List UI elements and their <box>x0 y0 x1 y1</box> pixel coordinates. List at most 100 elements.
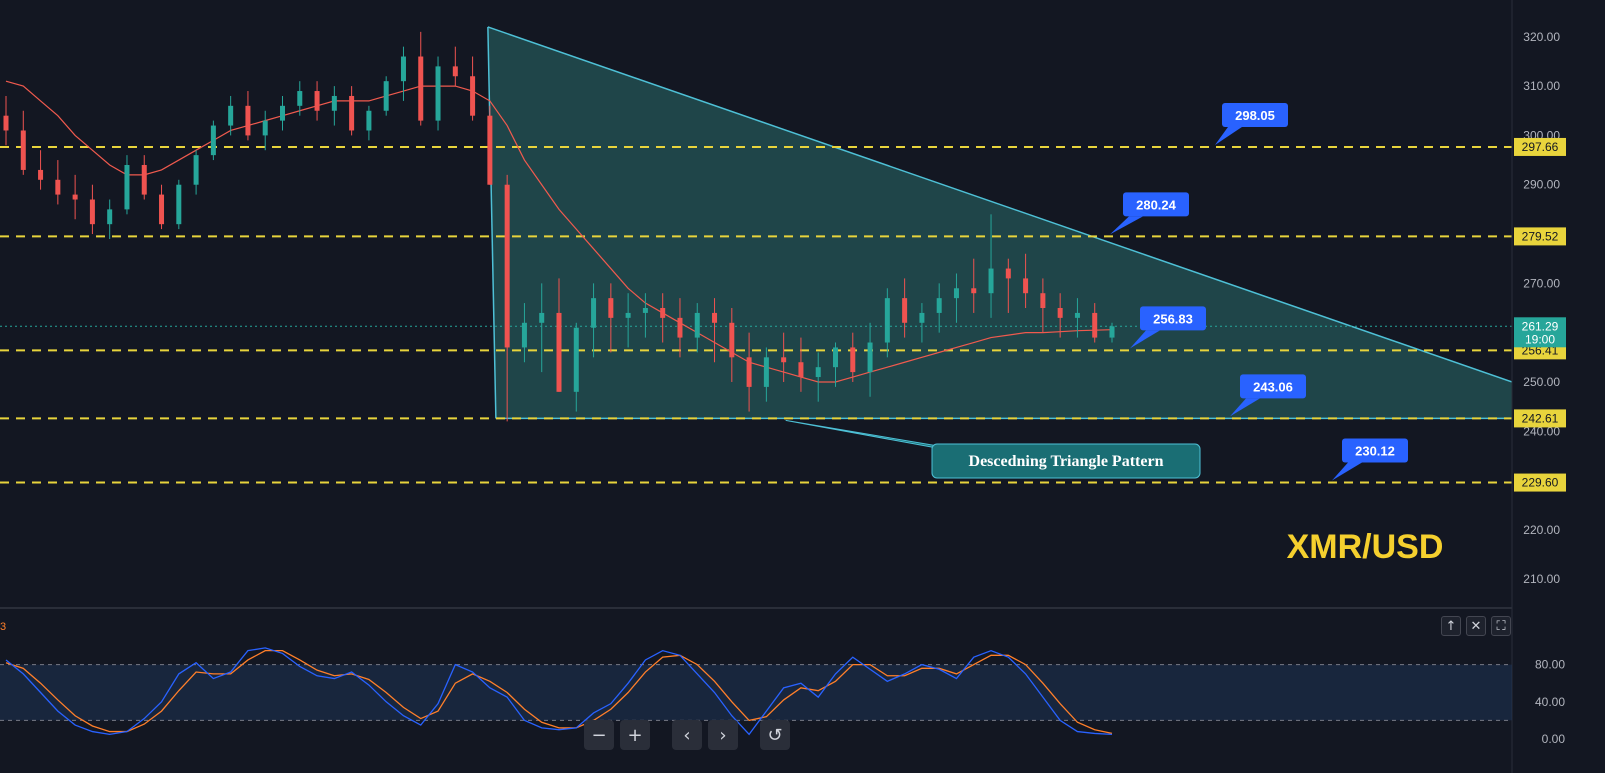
level-axis-badge <box>1514 137 1566 156</box>
candle-body <box>297 91 303 106</box>
candle <box>1074 298 1080 338</box>
candle <box>694 303 700 353</box>
callout-pointer <box>1215 126 1242 145</box>
candle-body <box>746 357 752 387</box>
candle <box>798 337 804 392</box>
nav-spacer <box>744 720 754 750</box>
maximize-icon[interactable]: ⛶ <box>1491 616 1511 636</box>
reset-view-button[interactable]: ↺ <box>760 720 790 750</box>
level-callout: 230.12 <box>1332 438 1408 481</box>
level-axis-label: 229.60 <box>1522 476 1559 490</box>
callout-box <box>1240 374 1306 399</box>
level-axis-label: 279.52 <box>1522 229 1559 243</box>
y-tick-label: 240.00 <box>1523 424 1560 438</box>
stoch-y-tick-label: 80.00 <box>1535 658 1565 672</box>
candle <box>487 105 493 185</box>
candlestick-series <box>3 31 1115 422</box>
zoom-out-button[interactable]: − <box>584 720 614 750</box>
candle-body <box>971 288 977 294</box>
candle-body <box>833 347 838 368</box>
candle <box>1023 253 1029 308</box>
candle <box>124 155 130 215</box>
candle <box>521 303 527 363</box>
candle-body <box>1040 293 1046 308</box>
candle <box>193 150 199 195</box>
price-axis[interactable]: 320.00310.00300.00290.00280.00270.00260.… <box>1511 0 1605 773</box>
callout-pointer <box>1230 398 1260 417</box>
level-callout: 256.83 <box>1130 306 1206 349</box>
candle-body <box>504 184 510 348</box>
candle <box>1092 303 1098 343</box>
axis-background <box>1512 0 1605 773</box>
candle <box>608 283 614 353</box>
level-axis-label: 297.66 <box>1522 140 1559 154</box>
candle-body <box>1023 278 1029 294</box>
symbol-label: XMR/USD <box>1287 528 1444 566</box>
candle <box>418 31 424 126</box>
candle <box>331 86 337 126</box>
candle <box>677 298 683 358</box>
candle-body <box>124 165 130 210</box>
candle-body <box>1074 312 1080 318</box>
triangle-left-line <box>487 26 497 419</box>
candle <box>262 110 268 151</box>
candle-body <box>280 105 285 121</box>
candle-body <box>400 56 406 82</box>
stochastic-indicator <box>0 647 1512 736</box>
candle-body <box>1109 326 1115 338</box>
candle <box>591 283 597 358</box>
candle <box>867 322 873 397</box>
candle-body <box>452 66 458 77</box>
candle <box>746 332 752 412</box>
candle-body <box>539 312 545 323</box>
candle-body <box>193 155 199 185</box>
level-axis-label: 242.61 <box>1522 411 1559 425</box>
stoch-y-tick-label: 0.00 <box>1542 732 1566 746</box>
candle <box>988 214 994 318</box>
candle-body <box>72 194 78 200</box>
candle <box>89 184 95 235</box>
candle <box>228 95 234 136</box>
candle <box>1005 258 1011 313</box>
candle-body <box>677 317 683 338</box>
scroll-left-button[interactable]: ‹ <box>672 720 702 750</box>
close-icon[interactable]: ✕ <box>1466 616 1486 636</box>
candle-body <box>642 308 648 313</box>
level-axis-badge <box>1514 409 1566 428</box>
stoch-y-tick-label: 40.00 <box>1535 695 1565 709</box>
callout-box <box>1222 102 1288 127</box>
candle-body <box>20 130 26 170</box>
callout-value: 243.06 <box>1253 379 1293 394</box>
candle-body <box>89 199 95 225</box>
candle-body <box>815 367 821 378</box>
moving-average <box>5 80 1113 383</box>
zoom-in-button[interactable]: + <box>620 720 650 750</box>
indicator-legend-value: 3 <box>0 621 6 633</box>
candle <box>556 278 562 392</box>
candle <box>504 174 510 422</box>
candle <box>953 273 959 323</box>
candle <box>452 46 458 87</box>
y-tick-label: 220.00 <box>1523 523 1560 537</box>
callout-value: 256.83 <box>1153 311 1193 326</box>
level-callout: 280.24 <box>1110 192 1189 235</box>
y-tick-label: 320.00 <box>1523 30 1560 44</box>
horizontal-levels <box>0 145 1512 484</box>
candle <box>660 293 666 343</box>
annotation-text: Descedning Triangle Pattern <box>969 453 1164 470</box>
current-price-badge <box>1514 317 1566 348</box>
candle-body <box>660 308 666 318</box>
candle <box>280 95 285 131</box>
callout-box <box>1123 192 1189 217</box>
candle <box>815 352 821 402</box>
candle-body <box>245 105 251 136</box>
callout-box <box>1342 438 1408 463</box>
move-up-icon[interactable]: ↑ <box>1441 616 1461 636</box>
candle <box>3 95 9 146</box>
stoch-k-line <box>5 647 1113 736</box>
candle <box>245 91 251 141</box>
candle <box>470 56 476 121</box>
scroll-right-button[interactable]: › <box>708 720 738 750</box>
candle-body <box>314 91 320 111</box>
